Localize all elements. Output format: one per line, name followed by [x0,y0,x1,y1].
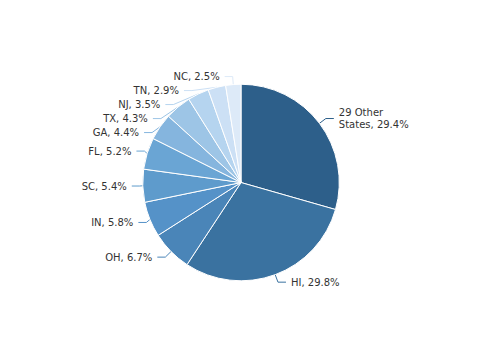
svg-text:States, 29.4%: States, 29.4% [339,119,409,130]
svg-text:OH, 6.7%: OH, 6.7% [105,252,152,263]
svg-text:NC, 2.5%: NC, 2.5% [173,71,219,82]
svg-text:FL, 5.2%: FL, 5.2% [88,146,131,157]
svg-text:IN, 5.8%: IN, 5.8% [91,217,133,228]
svg-text:TX, 4.3%: TX, 4.3% [102,113,148,124]
svg-text:TN, 2.9%: TN, 2.9% [133,85,179,96]
svg-text:HI, 29.8%: HI, 29.8% [291,277,340,288]
svg-text:SC, 5.4%: SC, 5.4% [82,181,127,192]
svg-text:GA, 4.4%: GA, 4.4% [93,127,139,138]
svg-text:29 Other: 29 Other [339,107,384,118]
svg-text:NJ, 3.5%: NJ, 3.5% [118,99,160,110]
